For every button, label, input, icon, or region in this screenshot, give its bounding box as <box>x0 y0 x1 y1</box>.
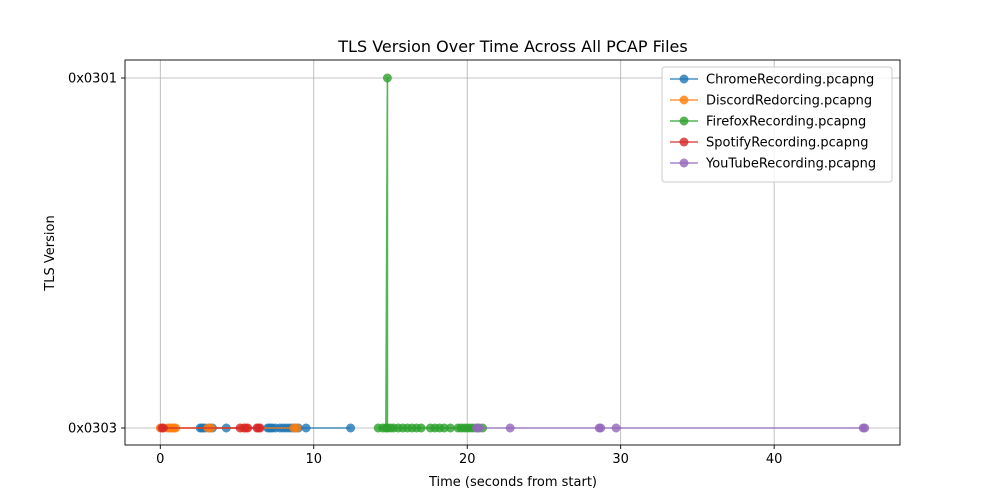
plot-layer: 0 10 20 30 40 0x0303 0x0301 <box>68 59 901 467</box>
x-tick-label: 10 <box>305 452 322 467</box>
legend-box <box>661 66 893 183</box>
data-point <box>596 423 606 433</box>
legend-marker <box>679 137 689 147</box>
data-point <box>346 423 356 433</box>
legend-label: FirefoxRecording.pcapng <box>706 115 866 130</box>
data-point <box>292 423 302 433</box>
data-point <box>445 423 455 433</box>
legend-marker <box>679 116 689 126</box>
legend-label: ChromeRecording.pcapng <box>706 73 874 88</box>
y-tick-label: 0x0301 <box>68 72 117 87</box>
data-point <box>505 423 515 433</box>
x-tick-label: 0 <box>156 452 164 467</box>
x-tick-label: 30 <box>612 452 629 467</box>
legend-marker <box>679 158 689 168</box>
legend-marker <box>679 95 689 105</box>
data-point <box>382 73 392 83</box>
legend-marker <box>679 74 689 84</box>
data-point <box>860 423 870 433</box>
chart-title: TLS Version Over Time Across All PCAP Fi… <box>337 37 687 56</box>
data-point <box>255 423 265 433</box>
data-point <box>611 423 621 433</box>
x-tick-label: 20 <box>459 452 476 467</box>
x-tick-label: 40 <box>766 452 783 467</box>
legend-label: SpotifyRecording.pcapng <box>706 136 868 151</box>
plot-frame <box>124 59 901 446</box>
y-axis-label: TLS Version <box>43 215 58 291</box>
data-point <box>475 423 485 433</box>
legend: ChromeRecording.pcapng DiscordRedorcing.p… <box>661 66 893 183</box>
x-axis-label: Time (seconds from start) <box>428 475 597 490</box>
legend-label: YouTubeRecording.pcapng <box>705 157 876 172</box>
y-tick-label: 0x0303 <box>68 422 117 437</box>
data-point <box>243 423 253 433</box>
data-point <box>158 423 168 433</box>
legend-label: DiscordRedorcing.pcapng <box>706 94 872 109</box>
data-point <box>301 423 311 433</box>
data-point <box>416 423 426 433</box>
